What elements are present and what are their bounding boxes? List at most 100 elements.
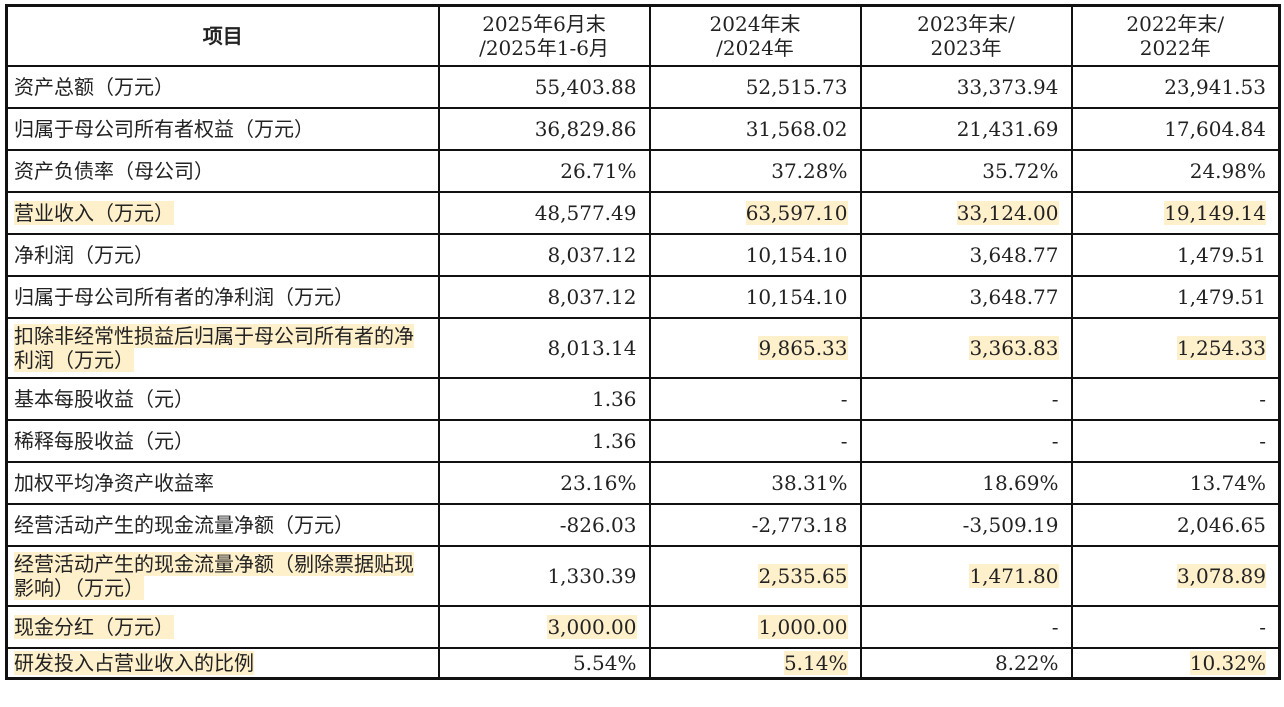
value-text: 63,597.10	[745, 201, 848, 225]
value-cell: 5.54%	[437, 647, 651, 680]
row-label: 加权平均净资产收益率	[5, 461, 440, 505]
value-text: 48,577.49	[534, 201, 637, 225]
value-text: 36,829.86	[534, 117, 637, 141]
value-text: 19,149.14	[1164, 201, 1266, 225]
value-text: 8.22%	[994, 651, 1059, 675]
value-cell: 36,829.86	[437, 107, 651, 151]
row-label-text: 基本每股收益（元）	[14, 387, 194, 411]
row-label-text: 加权平均净资产收益率	[14, 471, 214, 495]
row-label-text: 净利润（万元）	[14, 243, 154, 267]
value-cell: -	[1070, 419, 1281, 463]
value-text: 1,479.51	[1176, 285, 1266, 309]
row-label-text: 归属于母公司所有者的净利润（万元）	[14, 285, 354, 309]
table-row: 净利润（万元） 8,037.12 10,154.10 3,648.77 1,479.51	[5, 233, 1281, 277]
row-label-text: 资产总额（万元）	[14, 75, 174, 99]
value-text: 23.16%	[560, 471, 637, 495]
row-label: 净利润（万元）	[5, 233, 440, 277]
value-text: -	[1259, 387, 1266, 411]
header-2022: 2022年末/ 2022年	[1070, 4, 1281, 67]
value-cell: 3,000.00	[437, 605, 651, 649]
value-cell: 37.28%	[648, 149, 862, 193]
value-text: 10,154.10	[745, 243, 848, 267]
value-cell: 8,037.12	[437, 233, 651, 277]
value-text: 9,865.33	[758, 336, 848, 360]
value-cell: 48,577.49	[437, 191, 651, 235]
value-cell: 8.22%	[859, 647, 1073, 680]
value-text: -	[1259, 615, 1266, 639]
row-label-text: 扣除非经常性损益后归属于母公司所有者的净利润（万元）	[14, 324, 414, 372]
header-item: 项目	[5, 4, 440, 67]
value-cell: -	[859, 377, 1073, 421]
table-row: 现金分红（万元） 3,000.00 1,000.00 - -	[5, 605, 1281, 649]
row-label-text: 归属于母公司所有者权益（万元）	[14, 117, 314, 141]
table-row: 研发投入占营业收入的比例 5.54% 5.14% 8.22% 10.32%	[5, 647, 1281, 680]
value-text: -	[1051, 615, 1059, 639]
value-text: 1,000.00	[758, 615, 848, 639]
value-cell: 8,013.14	[437, 317, 651, 379]
value-cell: 1,479.51	[1070, 275, 1281, 319]
table-row: 经营活动产生的现金流量净额（剔除票据贴现影响）（万元） 1,330.39 2,535…	[5, 545, 1281, 607]
value-cell: -826.03	[437, 503, 651, 547]
table-row: 加权平均净资产收益率 23.16% 38.31% 18.69% 13.74%	[5, 461, 1281, 505]
value-text: 3,648.77	[969, 285, 1059, 309]
row-label: 稀释每股收益（元）	[5, 419, 440, 463]
value-text: 1,330.39	[547, 564, 637, 588]
value-text: 24.98%	[1189, 159, 1266, 183]
value-cell: -2,773.18	[648, 503, 862, 547]
value-text: 35.72%	[982, 159, 1059, 183]
value-cell: 18.69%	[859, 461, 1073, 505]
header-2025h1: 2025年6月末 /2025年1-6月	[437, 4, 651, 67]
value-cell: 2,046.65	[1070, 503, 1281, 547]
value-text: 52,515.73	[745, 75, 848, 99]
value-cell: 1,254.33	[1070, 317, 1281, 379]
value-text: 1,254.33	[1176, 336, 1266, 360]
value-cell: 10.32%	[1070, 647, 1281, 680]
value-text: 1,479.51	[1176, 243, 1266, 267]
value-text: 31,568.02	[745, 117, 848, 141]
value-text: 2,535.65	[758, 564, 848, 588]
value-cell: 1,479.51	[1070, 233, 1281, 277]
value-text: 8,013.14	[547, 336, 637, 360]
value-text: 8,037.12	[547, 243, 637, 267]
value-text: 33,124.00	[956, 201, 1059, 225]
value-text: 5.54%	[572, 651, 637, 675]
value-cell: 5.14%	[648, 647, 862, 680]
value-text: -2,773.18	[751, 513, 848, 537]
value-cell: 1.36	[437, 419, 651, 463]
value-cell: 23,941.53	[1070, 65, 1281, 109]
value-cell: 10,154.10	[648, 233, 862, 277]
value-text: 55,403.88	[534, 75, 637, 99]
value-cell: 8,037.12	[437, 275, 651, 319]
row-label: 资产负债率（母公司）	[5, 149, 440, 193]
value-cell: 3,648.77	[859, 275, 1073, 319]
value-text: 38.31%	[771, 471, 848, 495]
row-label: 资产总额（万元）	[5, 65, 440, 109]
value-text: 18.69%	[982, 471, 1059, 495]
value-text: -	[1259, 429, 1266, 453]
header-2024: 2024年末 /2024年	[648, 4, 862, 67]
value-cell: -	[859, 605, 1073, 649]
value-cell: 55,403.88	[437, 65, 651, 109]
value-text: 3,000.00	[547, 615, 637, 639]
row-label-text: 经营活动产生的现金流量净额（剔除票据贴现影响）（万元）	[14, 552, 414, 600]
value-text: -3,509.19	[962, 513, 1059, 537]
value-cell: 52,515.73	[648, 65, 862, 109]
value-text: -	[840, 429, 848, 453]
row-label: 扣除非经常性损益后归属于母公司所有者的净利润（万元）	[5, 317, 440, 379]
row-label: 研发投入占营业收入的比例	[5, 647, 440, 680]
value-text: 8,037.12	[547, 285, 637, 309]
row-label-text: 稀释每股收益（元）	[14, 429, 194, 453]
value-text: 3,078.89	[1176, 564, 1266, 588]
value-cell: 19,149.14	[1070, 191, 1281, 235]
value-cell: 35.72%	[859, 149, 1073, 193]
table-row: 营业收入（万元） 48,577.49 63,597.10 33,124.00 19,14…	[5, 191, 1281, 235]
row-label-text: 研发投入占营业收入的比例	[14, 651, 254, 675]
value-text: 17,604.84	[1164, 117, 1266, 141]
value-cell: 2,535.65	[648, 545, 862, 607]
value-text: 13.74%	[1189, 471, 1266, 495]
table-row: 基本每股收益（元） 1.36 - - -	[5, 377, 1281, 421]
value-text: 5.14%	[783, 651, 848, 675]
value-cell: 1,471.80	[859, 545, 1073, 607]
table-row: 归属于母公司所有者的净利润（万元） 8,037.12 10,154.10 3,648.…	[5, 275, 1281, 319]
row-label-text: 营业收入（万元）	[14, 201, 174, 225]
